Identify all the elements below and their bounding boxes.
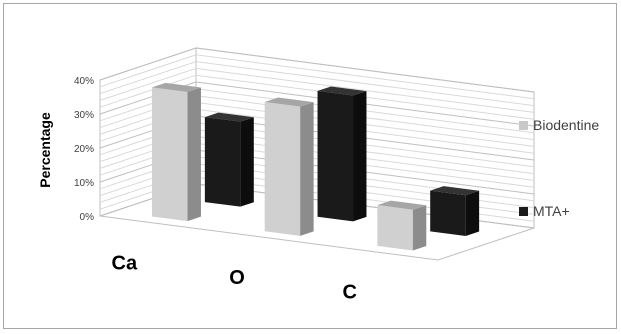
- legend-label: Biodentine: [533, 117, 599, 133]
- y-tick-labels: 0% 10% 20% 30% 40%: [74, 76, 94, 223]
- y-tick-label: 30%: [74, 110, 94, 121]
- legend-swatch: [519, 207, 528, 216]
- category-label: O: [229, 267, 245, 289]
- bar-mta--ca: [205, 113, 254, 207]
- bar-mta--c: [430, 186, 479, 236]
- y-tick-label: 10%: [74, 178, 94, 189]
- bar-mta--o: [318, 86, 367, 221]
- bar-biodentine-o: [265, 98, 314, 236]
- bar-biodentine-c: [377, 201, 426, 251]
- y-tick-label: 20%: [74, 144, 94, 155]
- category-label: Ca: [112, 252, 138, 274]
- legend-swatch: [519, 121, 528, 130]
- y-axis-label: Percentage: [37, 112, 53, 188]
- y-tick-label: 0%: [80, 212, 95, 223]
- legend-label: MTA+: [533, 203, 570, 219]
- category-label: C: [342, 282, 356, 304]
- bar-biodentine-ca: [152, 83, 201, 221]
- y-tick-label: 40%: [74, 76, 94, 87]
- category-labels: Ca O C: [112, 252, 357, 303]
